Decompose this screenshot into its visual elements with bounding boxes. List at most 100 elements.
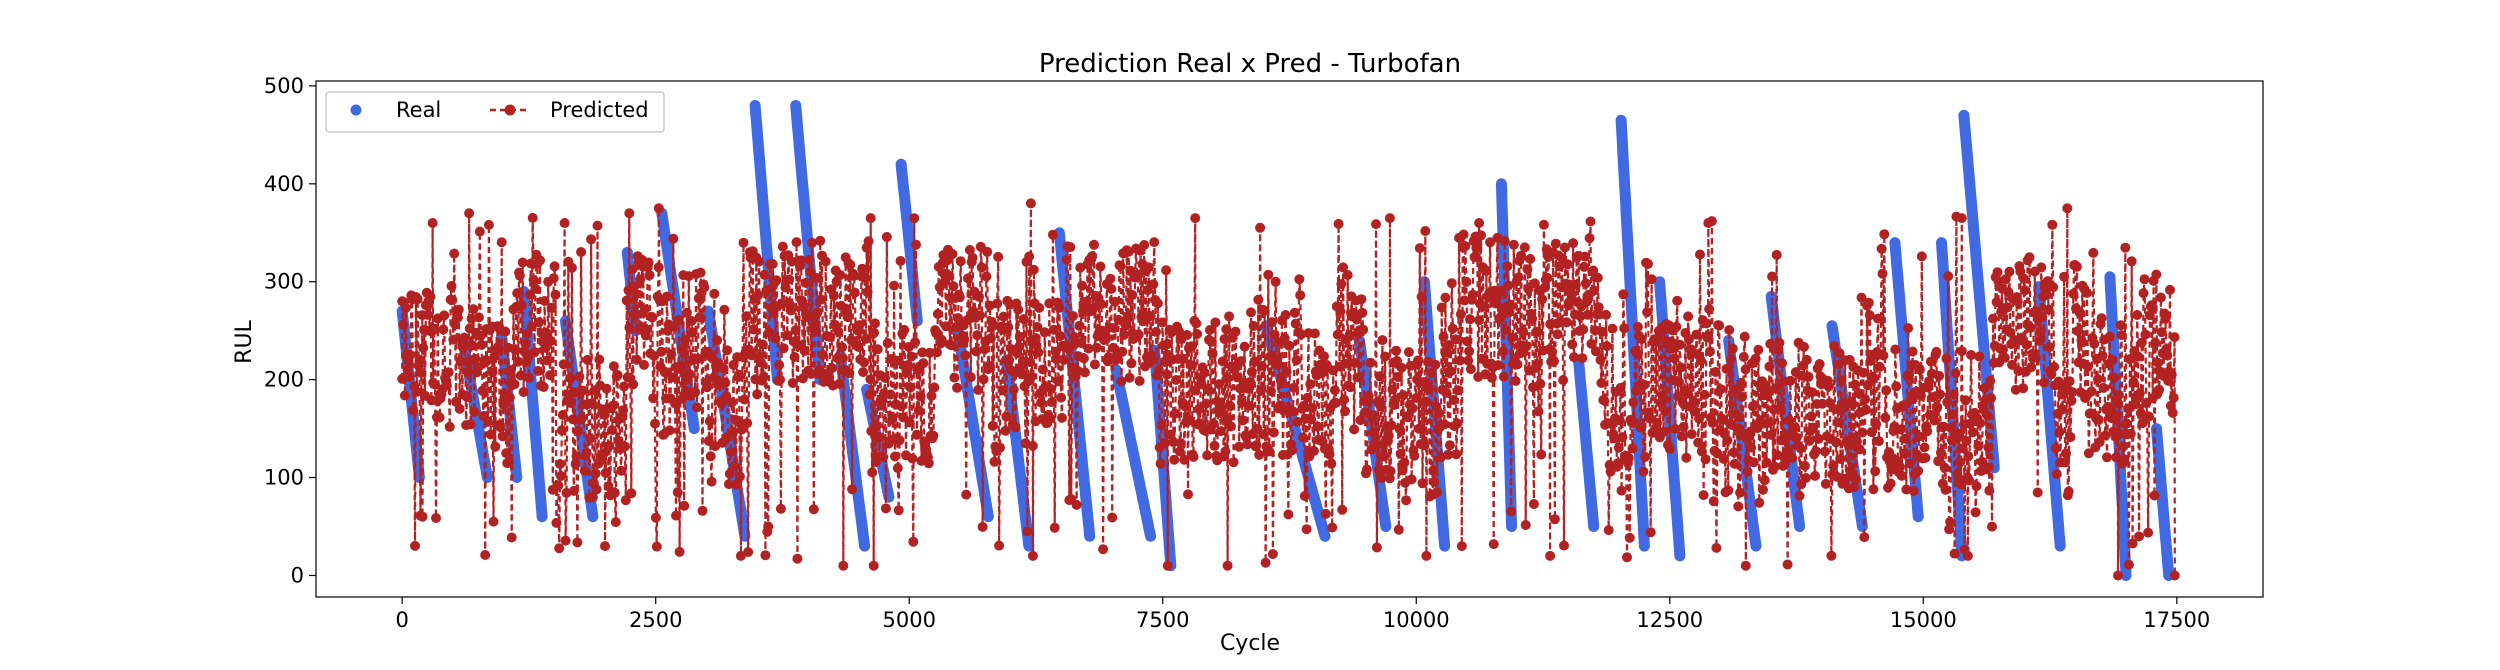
predicted-point xyxy=(1341,358,1352,369)
predicted-point xyxy=(1895,424,1906,435)
predicted-point xyxy=(1771,249,1782,260)
predicted-point xyxy=(1047,229,1058,240)
predicted-point xyxy=(1520,520,1531,530)
predicted-point xyxy=(1558,375,1569,386)
predicted-point xyxy=(1461,276,1472,287)
predicted-point xyxy=(1298,400,1309,411)
predicted-point xyxy=(1618,289,1629,300)
predicted-point xyxy=(2019,273,2029,284)
predicted-point xyxy=(459,332,470,343)
predicted-point xyxy=(559,218,570,228)
predicted-point xyxy=(754,256,764,267)
predicted-point xyxy=(1727,343,1738,354)
predicted-point xyxy=(1899,448,1910,459)
predicted-point xyxy=(1681,452,1692,463)
predicted-point xyxy=(656,346,667,357)
predicted-point xyxy=(1508,239,1519,250)
predicted-point xyxy=(997,385,1008,396)
predicted-point xyxy=(2007,359,2018,370)
predicted-point xyxy=(1291,355,1302,366)
predicted-point xyxy=(1222,560,1233,571)
predicted-point xyxy=(1080,296,1091,307)
predicted-point xyxy=(1193,404,1204,415)
predicted-point xyxy=(1039,327,1050,338)
predicted-point xyxy=(1939,462,1950,473)
predicted-point xyxy=(516,300,527,311)
predicted-point xyxy=(1488,539,1499,550)
predicted-point xyxy=(1037,364,1048,375)
predicted-point xyxy=(1474,218,1485,228)
predicted-point xyxy=(697,505,708,516)
predicted-point xyxy=(1445,366,1456,377)
predicted-point xyxy=(573,425,584,436)
predicted-point xyxy=(1184,415,1195,426)
predicted-point xyxy=(1290,318,1301,329)
predicted-point xyxy=(609,487,620,498)
predicted-point xyxy=(973,385,984,395)
predicted-point xyxy=(989,456,1000,467)
predicted-point xyxy=(1623,453,1634,463)
predicted-point xyxy=(1447,323,1458,334)
predicted-point xyxy=(1171,375,1182,385)
predicted-point xyxy=(796,255,806,266)
predicted-point xyxy=(2051,469,2062,479)
predicted-point xyxy=(1224,311,1235,322)
predicted-point xyxy=(727,428,738,439)
predicted-point xyxy=(1810,470,1820,481)
predicted-point xyxy=(1981,464,1992,475)
predicted-point xyxy=(865,213,876,224)
predicted-point xyxy=(628,379,639,390)
predicted-point xyxy=(1947,409,1958,420)
predicted-point xyxy=(1699,389,1710,400)
predicted-point xyxy=(405,350,416,360)
predicted-point xyxy=(1329,385,1340,396)
y-tick-label: 500 xyxy=(264,74,304,98)
predicted-point xyxy=(1357,307,1368,318)
predicted-point xyxy=(834,378,845,389)
predicted-point xyxy=(902,360,913,371)
predicted-point xyxy=(505,365,516,376)
predicted-point xyxy=(1056,392,1067,403)
predicted-point xyxy=(1287,445,1297,456)
predicted-point xyxy=(1027,550,1038,561)
predicted-point xyxy=(1622,552,1632,563)
predicted-point xyxy=(1986,393,1997,404)
predicted-point xyxy=(1398,390,1409,401)
plot-frame xyxy=(315,80,2264,598)
predicted-point xyxy=(1691,329,1702,340)
predicted-point xyxy=(1162,369,1172,380)
predicted-point xyxy=(483,416,493,427)
predicted-point xyxy=(1531,326,1542,337)
predicted-point xyxy=(947,249,958,259)
predicted-point xyxy=(1256,385,1266,396)
predicted-point xyxy=(631,354,642,365)
predicted-point xyxy=(972,330,983,341)
predicted-point xyxy=(2037,312,2048,322)
predicted-point xyxy=(1439,419,1450,430)
predicted-point xyxy=(1913,465,1924,476)
predicted-point xyxy=(1145,311,1156,322)
predicted-point xyxy=(1199,367,1210,378)
predicted-point xyxy=(412,294,423,305)
predicted-point xyxy=(974,310,985,321)
predicted-point xyxy=(1330,397,1341,408)
predicted-point xyxy=(1116,376,1127,387)
predicted-point xyxy=(635,274,646,285)
predicted-point xyxy=(1411,393,1422,403)
predicted-point xyxy=(517,257,528,268)
predicted-point xyxy=(1351,314,1362,325)
predicted-point xyxy=(448,334,459,345)
predicted-point xyxy=(1079,367,1090,378)
predicted-point xyxy=(2125,428,2136,439)
predicted-point xyxy=(607,425,618,436)
predicted-point xyxy=(1586,338,1597,349)
predicted-point xyxy=(1208,418,1219,429)
predicted-point xyxy=(509,379,520,390)
predicted-point xyxy=(1956,479,1966,490)
predicted-point xyxy=(726,397,737,408)
predicted-point xyxy=(1522,264,1533,275)
predicted-point xyxy=(981,271,992,282)
predicted-point xyxy=(1126,358,1137,369)
predicted-point xyxy=(1442,347,1453,358)
